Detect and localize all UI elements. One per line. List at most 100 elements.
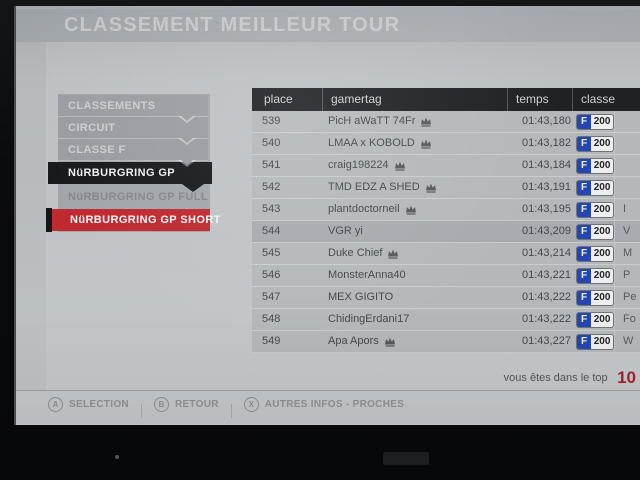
gamertag-text: plantdoctorneil (328, 203, 400, 215)
cell-temps: 01:43,227 (522, 335, 571, 347)
table-row[interactable]: 542 TMD EDZ A SHED 01:43,191 F 200 (252, 177, 640, 199)
cell-car-partial: I (614, 199, 640, 220)
cell-gamertag: ChidingErdani17 (322, 309, 507, 330)
cell-temps: 01:43,209 (522, 225, 571, 237)
page-title: CLASSEMENT MEILLEUR TOUR (64, 14, 401, 36)
sidebar-item-label: CIRCUIT (68, 122, 116, 134)
gamertag-text: Duke Chief (328, 247, 383, 259)
cell-temps: 01:43,184 (522, 159, 571, 171)
cell-classe: F 200 (572, 243, 614, 264)
cell-place: 543 (262, 203, 281, 215)
class-letter: F (577, 334, 592, 349)
cell-place: 545 (262, 247, 281, 259)
gamertag-text: TMD EDZ A SHED (328, 181, 420, 193)
hint-label: SELECTION (69, 399, 129, 410)
hint-selection[interactable]: A SELECTION (48, 397, 129, 412)
sidebar-item-n-rburgring-gp-full[interactable]: NüRBURGRING GP FULL (58, 186, 216, 208)
crown-icon (405, 205, 417, 215)
cell-temps: 01:43,195 (522, 203, 571, 215)
hint-separator (230, 404, 232, 418)
monitor-brand-logo (383, 452, 429, 465)
cell-classe: F 200 (572, 331, 614, 352)
sidebar-item-label: NüRBURGRING GP FULL (68, 191, 209, 203)
cell-car-partial: M (614, 243, 640, 264)
gamertag-text: LMAA x KOBOLD (328, 137, 415, 149)
cell-temps: 01:43,191 (522, 181, 571, 193)
table-row[interactable]: 547 MEX GIGITO 01:43,222 F 200 Pe (252, 287, 640, 309)
performance-index: 200 (591, 158, 613, 173)
cell-car-partial: Pe (614, 287, 640, 308)
table-row[interactable]: 541 craig198224 01:43,184 F 200 (252, 155, 640, 177)
gamertag-text: VGR yi (328, 225, 363, 237)
cell-classe: F 200 (572, 111, 614, 132)
sidebar-menu: CLASSEMENTS CIRCUIT CLASSE F NüRBURGRING GP… (46, 95, 220, 232)
sidebar-item-n-rburgring-gp[interactable]: NüRBURGRING GP (48, 162, 212, 192)
game-screen: CLASSEMENT MEILLEUR TOUR CLASSEMENTS CIRC… (14, 6, 640, 425)
cell-classe: F 200 (572, 221, 614, 242)
cell-car-partial: P (614, 265, 640, 286)
cell-gamertag: MEX GIGITO (322, 287, 507, 308)
performance-index: 200 (591, 224, 613, 239)
cell-place: 540 (262, 137, 281, 149)
cell-gamertag: MonsterAnna40 (322, 265, 507, 286)
table-row[interactable]: 546 MonsterAnna40 01:43,221 F 200 P (252, 265, 640, 287)
class-letter: F (577, 268, 592, 283)
class-badge: F 200 (576, 289, 614, 306)
class-letter: F (577, 180, 592, 195)
class-badge: F 200 (576, 333, 614, 350)
class-letter: F (577, 290, 592, 305)
sidebar-item-circuit[interactable]: CIRCUIT (58, 117, 208, 145)
sidebar-item-n-rburgring-gp-short[interactable]: NüRBURGRING GP SHORT (46, 208, 220, 232)
performance-index: 200 (591, 290, 613, 305)
class-badge: F 200 (576, 201, 614, 218)
column-header-gamertag: gamertag (322, 88, 507, 111)
cell-gamertag: Duke Chief (322, 243, 507, 264)
table-row[interactable]: 549 Apa Apors 01:43,227 F 200 W (252, 331, 640, 353)
gamertag-text: ChidingErdani17 (328, 313, 410, 325)
cell-classe: F 200 (572, 177, 614, 198)
crown-icon (420, 117, 432, 127)
cell-classe: F 200 (572, 265, 614, 286)
leaderboard-table: place gamertag temps classe 539 PicH aWaTT 7… (252, 88, 640, 353)
cell-car-partial (614, 133, 640, 154)
cell-place: 541 (262, 159, 281, 171)
controller-hint-bar: A SELECTION B RETOUR X AUTRES INFOS - PROCHES (16, 390, 640, 425)
sidebar-item-classements[interactable]: CLASSEMENTS (58, 95, 208, 123)
class-letter: F (577, 158, 592, 173)
cell-temps: 01:43,222 (522, 313, 571, 325)
sidebar-item-label: NüRBURGRING GP (68, 167, 176, 179)
cell-place: 542 (262, 181, 281, 193)
table-row[interactable]: 544 VGR yi 01:43,209 F 200 V (252, 221, 640, 243)
cell-place: 548 (262, 313, 281, 325)
table-row[interactable]: 539 PicH aWaTT 74Fr 01:43,180 F 200 (252, 111, 640, 133)
sidebar-item-label: CLASSEMENTS (68, 100, 156, 112)
cell-gamertag: craig198224 (322, 155, 507, 176)
sidebar-item-classe-f[interactable]: CLASSE F (58, 139, 208, 167)
cell-car-partial: W (614, 331, 640, 352)
table-row[interactable]: 543 plantdoctorneil 01:43,195 F 200 I (252, 199, 640, 221)
cell-car-partial: V (614, 221, 640, 242)
performance-index: 200 (591, 202, 613, 217)
cell-temps: 01:43,180 (522, 115, 571, 127)
table-header: place gamertag temps classe (252, 88, 640, 111)
gamertag-text: MonsterAnna40 (328, 269, 406, 281)
cell-place: 549 (262, 335, 281, 347)
table-row[interactable]: 540 LMAA x KOBOLD 01:43,182 F 200 (252, 133, 640, 155)
table-row[interactable]: 548 ChidingErdani17 01:43,222 F 200 Fo (252, 309, 640, 331)
hint-label: AUTRES INFOS - PROCHES (264, 399, 405, 410)
table-row[interactable]: 545 Duke Chief 01:43,214 F 200 M (252, 243, 640, 265)
class-letter: F (577, 202, 592, 217)
button-a-icon: A (48, 397, 63, 412)
performance-index: 200 (591, 246, 613, 261)
class-letter: F (577, 136, 592, 151)
hint-separator (140, 404, 142, 418)
hint-retour[interactable]: B RETOUR (153, 397, 219, 412)
hint-autres-infos-proches[interactable]: X AUTRES INFOS - PROCHES (243, 397, 405, 412)
cell-car-partial: Fo (614, 309, 640, 330)
cell-gamertag: LMAA x KOBOLD (322, 133, 507, 154)
cell-gamertag: plantdoctorneil (322, 199, 507, 220)
performance-index: 200 (591, 136, 613, 151)
cell-car-partial (614, 111, 640, 132)
top-rank-value: 10 (617, 368, 636, 387)
hint-label: RETOUR (174, 399, 219, 410)
